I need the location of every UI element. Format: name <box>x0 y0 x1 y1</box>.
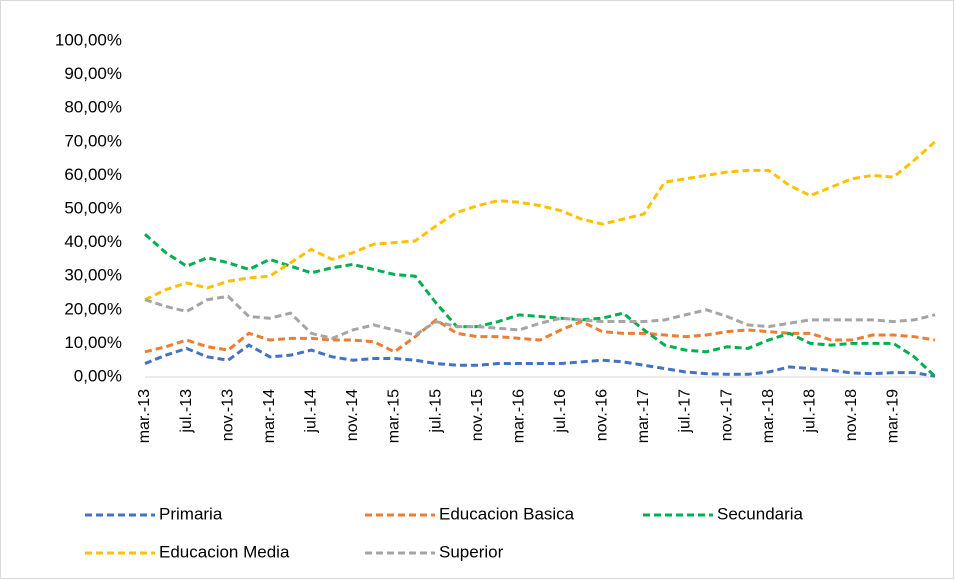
x-tick-label: jul.-16 <box>552 389 569 434</box>
x-tick-label: jul.-15 <box>427 389 444 434</box>
legend-label: Educacion Basica <box>439 504 575 523</box>
x-tick-label: mar.-16 <box>510 389 527 443</box>
x-tick-label: nov.-18 <box>843 389 860 441</box>
y-tick-label: 50,00% <box>64 198 122 217</box>
x-tick-label: nov.-15 <box>469 389 486 441</box>
x-tick-label: mar.-19 <box>885 389 902 443</box>
line-series <box>144 233 937 378</box>
x-tick-label: nov.-16 <box>594 389 611 441</box>
x-tick-label: jul.-13 <box>178 389 195 434</box>
y-tick-label: 0,00% <box>74 366 122 385</box>
x-tick-label: nov.-14 <box>344 389 361 441</box>
line-series <box>144 343 936 378</box>
y-tick-label: 90,00% <box>64 64 122 83</box>
legend-label: Secundaria <box>717 504 804 523</box>
legend-label: Superior <box>439 542 504 561</box>
x-tick-label: mar.-14 <box>261 389 278 443</box>
x-tick-label: nov.-13 <box>219 389 236 441</box>
y-tick-label: 30,00% <box>64 266 122 285</box>
line-series <box>144 294 936 340</box>
x-tick-label: jul.-18 <box>801 389 818 434</box>
x-tick-label: nov.-17 <box>718 389 735 441</box>
x-tick-label: mar.-13 <box>136 389 153 443</box>
y-tick-label: 80,00% <box>64 98 122 117</box>
y-tick-label: 20,00% <box>64 299 122 318</box>
x-tick-label: mar.-15 <box>386 389 403 443</box>
y-tick-label: 40,00% <box>64 232 122 251</box>
y-tick-label: 60,00% <box>64 165 122 184</box>
y-tick-label: 70,00% <box>64 131 122 150</box>
y-tick-label: 10,00% <box>64 333 122 352</box>
line-series <box>144 140 936 302</box>
line-series <box>144 318 936 354</box>
legend-label: Primaria <box>159 504 223 523</box>
legend-label: Educacion Media <box>159 542 290 561</box>
x-tick-label: mar.-17 <box>635 389 652 443</box>
y-tick-label: 100,00% <box>55 30 122 49</box>
x-tick-label: jul.-14 <box>303 389 320 434</box>
x-tick-label: jul.-17 <box>677 389 694 434</box>
x-tick-label: mar.-18 <box>760 389 777 443</box>
